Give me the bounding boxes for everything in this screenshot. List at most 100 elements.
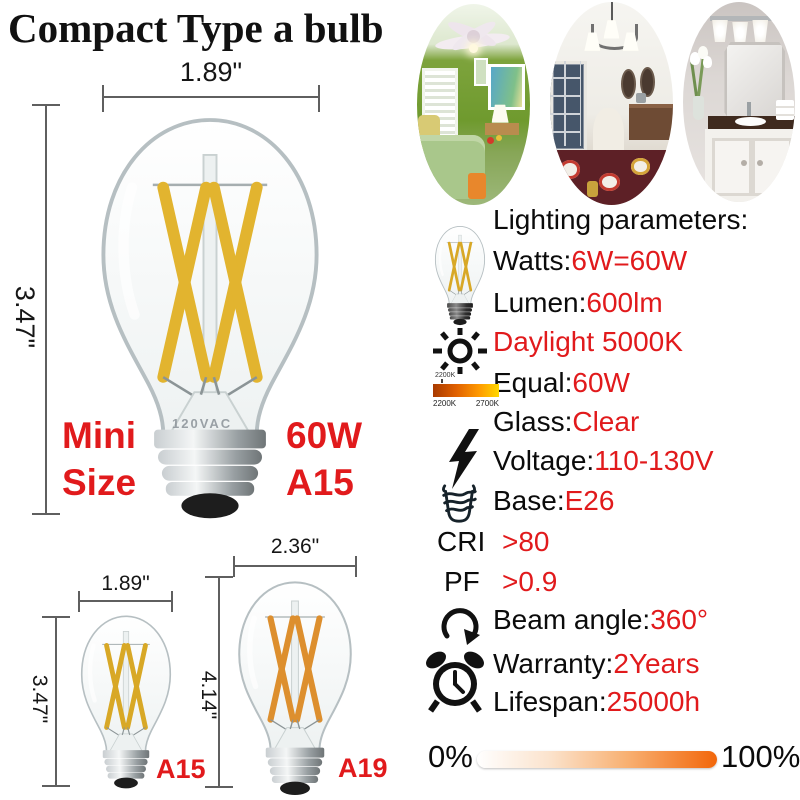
param-row-daylight: Daylight 5000K: [493, 326, 683, 358]
a19-bulb-image: [227, 577, 363, 797]
param-value: 110-130V: [594, 445, 714, 476]
towels: [775, 100, 794, 120]
param-row-lifespan: Lifespan:25000h: [493, 686, 700, 718]
param-value: E26: [564, 485, 615, 516]
vanity-shade: [712, 20, 728, 42]
tick: [102, 85, 104, 112]
portrait-frame: [639, 66, 655, 98]
a15-width-line: [78, 600, 173, 602]
dimmer-gradient-bar: [477, 751, 717, 768]
param-label: Watts:: [493, 245, 572, 276]
param-label: Voltage:: [493, 445, 595, 476]
a19-width-line: [233, 565, 357, 567]
param-row-warranty: Warranty:2Years: [493, 648, 699, 680]
color-temp-gradient-bar: [433, 384, 499, 397]
param-row-voltage: Voltage:110-130V: [493, 445, 714, 477]
param-row-watts: Watts:6W=60W: [493, 245, 687, 277]
parameters-heading: Lighting parameters:: [493, 204, 749, 235]
param-value: 2Years: [613, 648, 700, 679]
page-title: Compact Type a bulb: [8, 5, 384, 51]
tick: [355, 556, 357, 577]
param-value: >80: [502, 526, 550, 557]
param-row-equal: Equal:60W: [493, 367, 630, 399]
kettle: [636, 93, 647, 104]
tick: [78, 591, 80, 612]
screw-base-icon: [442, 484, 477, 523]
plate: [559, 160, 580, 179]
color-temp-scale: 2200K 2200K 2700K: [433, 372, 499, 408]
a19-width-label: 2.36": [270, 535, 320, 558]
param-value: 6W=60W: [571, 245, 688, 276]
param-label: Lifespan:: [493, 686, 607, 717]
vanity-shade: [732, 22, 748, 44]
main-height-label: 3.47": [10, 285, 40, 349]
param-label: Glass:: [493, 406, 573, 437]
cabinet-door: [752, 138, 793, 196]
param-row-cri: CRI >80: [437, 526, 550, 558]
toy: [496, 134, 503, 141]
a15-width-label: 1.89": [101, 572, 150, 595]
plate: [599, 172, 621, 191]
param-label: Base:: [493, 485, 565, 516]
chandelier-shade: [603, 20, 620, 39]
tick: [318, 85, 320, 112]
chandelier-chain: [610, 2, 613, 29]
small-frame: [473, 58, 488, 87]
caption-line: A15: [286, 462, 354, 504]
tick: [205, 786, 233, 788]
vanity-shade: [752, 20, 769, 42]
photo-dining-chandelier: [550, 2, 673, 205]
sideboard: [628, 103, 673, 141]
param-label: Equal:: [493, 367, 573, 398]
sun-icon: [433, 328, 487, 374]
photo-bathroom-vanity: [683, 2, 795, 202]
main-width-line: [102, 96, 320, 98]
main-height-line: [45, 105, 47, 515]
caption-line: Mini: [62, 415, 136, 456]
chandelier-shade: [622, 32, 639, 51]
lightning-bolt-icon: [449, 429, 479, 489]
caption-line: Size: [62, 462, 137, 504]
table-lamp: [491, 104, 509, 123]
cabinet-knob: [741, 160, 748, 166]
param-row-lumen: Lumen:600lm: [493, 287, 663, 319]
tick: [233, 556, 235, 577]
caption-60w-a15: 60W A15: [286, 412, 362, 507]
param-value: Clear: [572, 406, 640, 437]
fan-motor: [466, 30, 480, 44]
color-temp-min: 2200K: [433, 399, 457, 408]
faucet: [746, 102, 751, 116]
side-table: [484, 122, 519, 135]
a15-bulb-image: [72, 612, 180, 790]
fan-light: [468, 44, 478, 54]
flower: [689, 52, 700, 65]
param-row-glass: Glass:Clear: [493, 406, 639, 438]
stool: [467, 172, 486, 199]
a15-height-label: 3.47": [28, 674, 51, 724]
a19-height-label: 4.14": [197, 670, 220, 720]
mirror: [724, 42, 786, 122]
main-width-label: 1.89": [179, 57, 243, 87]
param-value: 600lm: [586, 287, 663, 318]
toy: [487, 136, 495, 144]
wall-art: [488, 64, 525, 111]
alarm-clock-icon: [426, 651, 484, 713]
cabinet-knob: [756, 160, 763, 166]
vanity-light-bar: [709, 16, 773, 21]
tick: [32, 104, 60, 106]
param-row-pf: PF >0.9: [444, 566, 557, 598]
color-temp-pointer-tick: [441, 379, 443, 383]
param-value: 25000h: [606, 686, 701, 717]
color-temp-max: 2700K: [475, 399, 499, 408]
param-label: PF: [444, 566, 480, 597]
dimmer-max-label: 100%: [721, 739, 800, 774]
color-temp-pointer-label: 2200K: [435, 372, 456, 379]
tick: [171, 591, 173, 612]
param-value: Daylight 5000K: [493, 326, 683, 357]
gold-cup: [586, 180, 598, 197]
tick: [205, 576, 233, 578]
param-label: CRI: [437, 526, 486, 557]
cabinet-door: [712, 138, 752, 196]
param-value: >0.9: [502, 566, 558, 597]
